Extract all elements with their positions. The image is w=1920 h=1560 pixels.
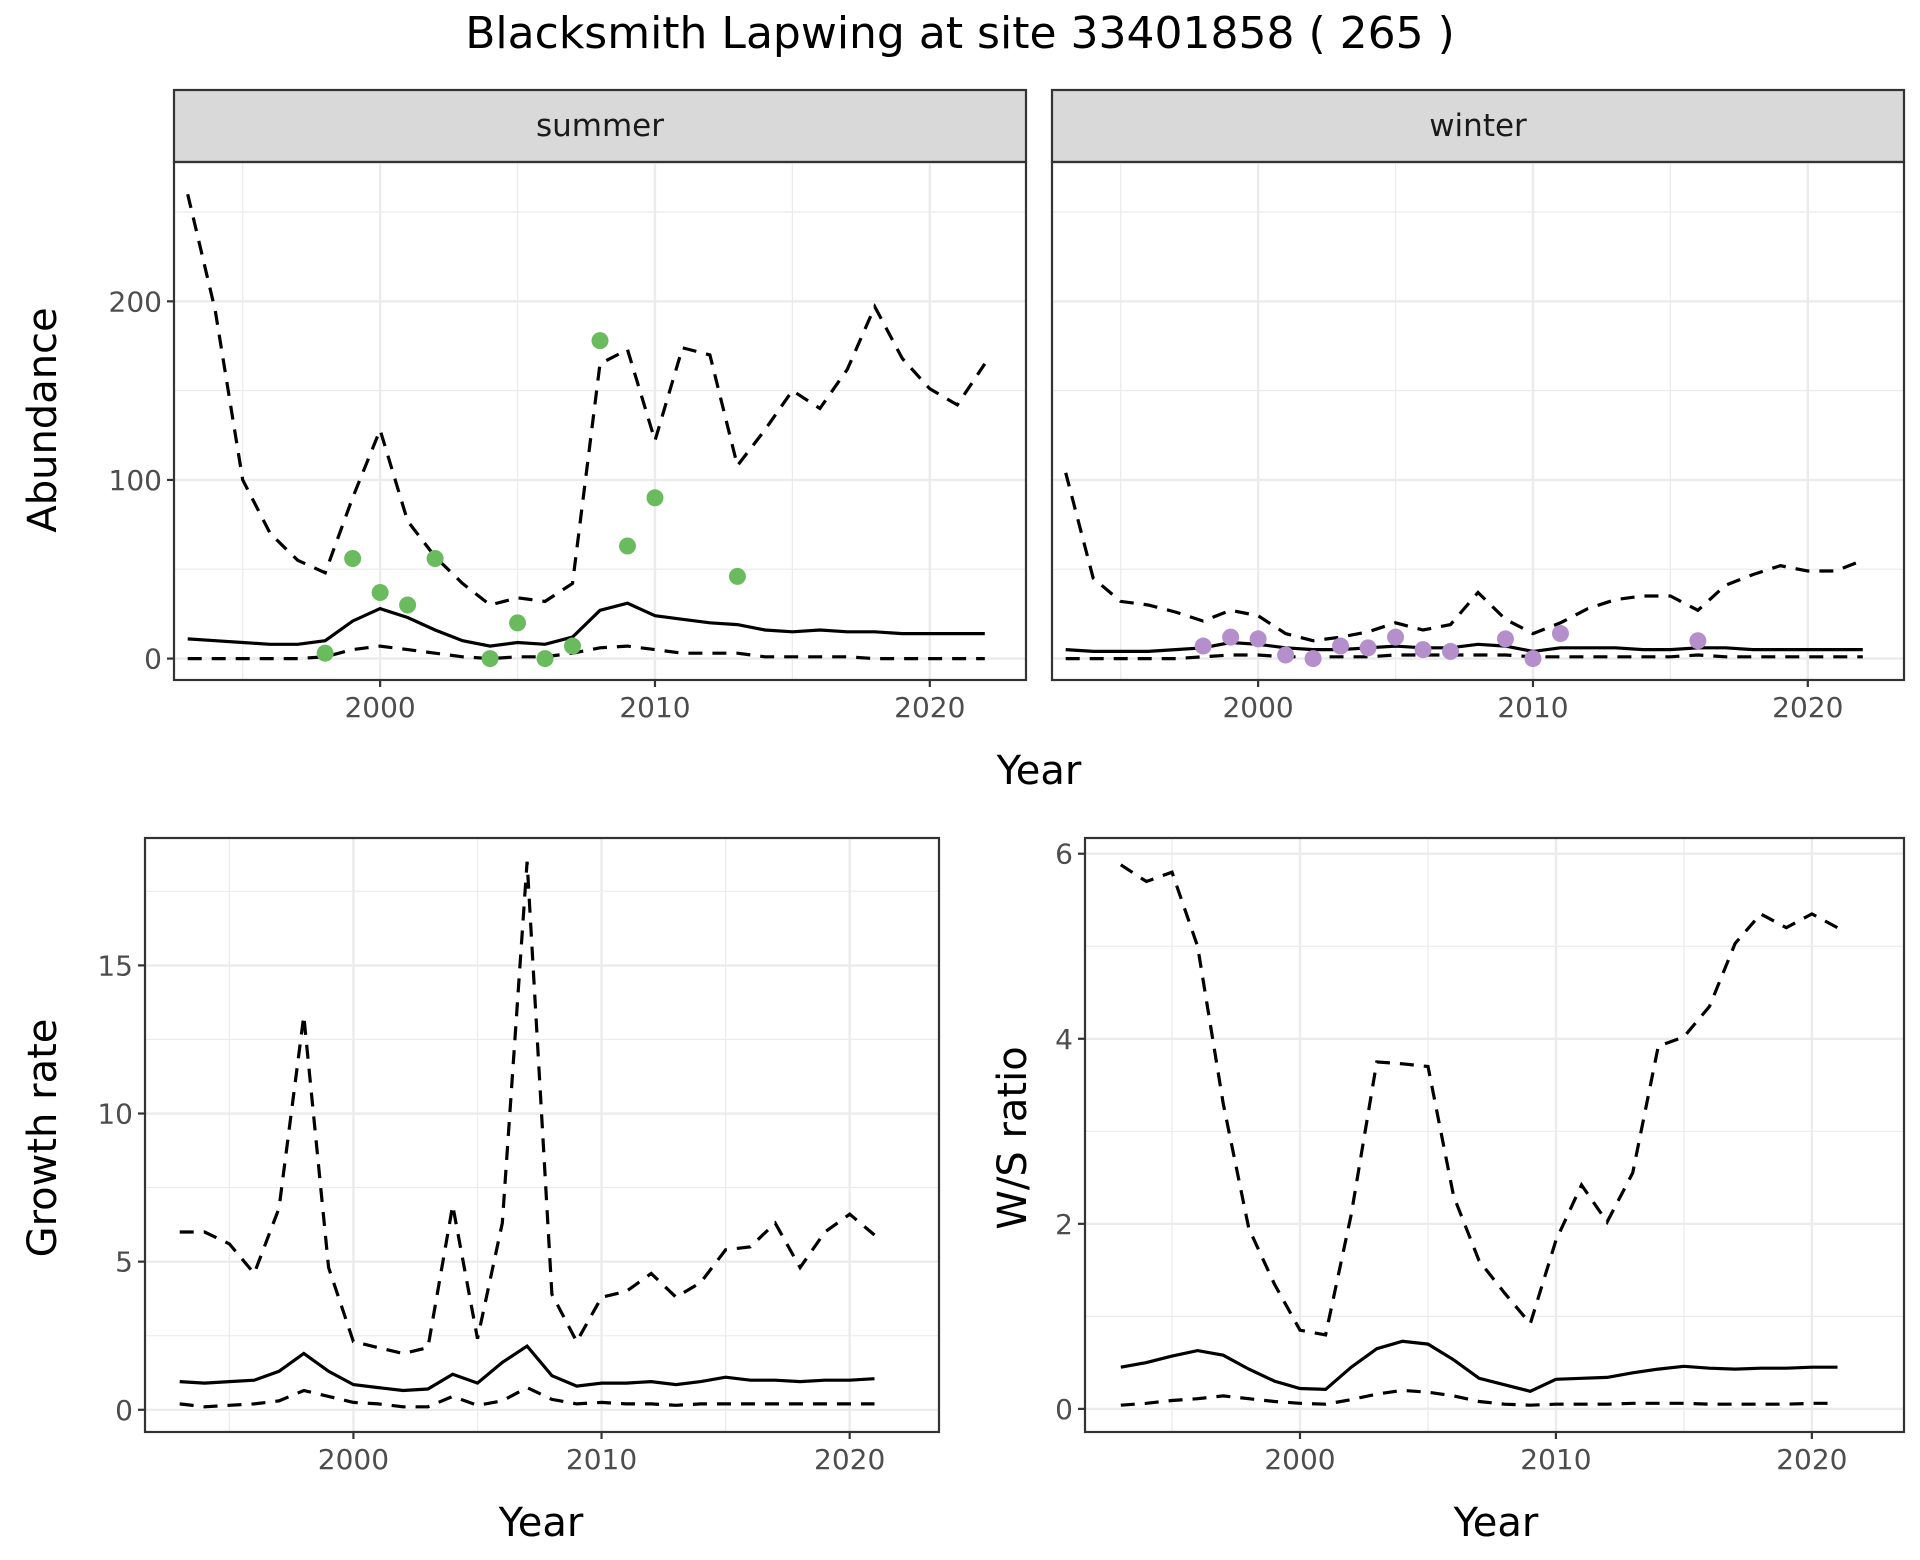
strip-label-winter: winter	[1429, 108, 1527, 144]
observation-point	[509, 614, 527, 632]
panel-border	[1083, 836, 1906, 1434]
observation-point	[591, 332, 609, 350]
lower-bound-line	[179, 1385, 875, 1409]
panel-border	[172, 160, 1028, 682]
panel-border	[143, 836, 941, 1434]
ws-ratio-panel: 2000 2010 2020 0 2 4 6	[1055, 836, 1906, 1476]
upper-bound-line	[186, 193, 987, 607]
observation-point	[399, 596, 417, 614]
winter-abundance-panel: winter 2000 2010 2020	[1050, 88, 1906, 724]
observation-point	[344, 550, 362, 568]
observation-point	[481, 650, 499, 668]
observation-point	[1359, 639, 1377, 657]
y-tick-label: 15	[97, 949, 133, 982]
observation-point	[1249, 630, 1267, 648]
upper-bound-line	[1064, 472, 1864, 643]
x-axis-title-growth: Year	[498, 1500, 584, 1546]
x-axis-title-top: Year	[996, 748, 1082, 794]
y-tick-label: 0	[1055, 1393, 1073, 1426]
x-tick-label: 2000	[1222, 691, 1293, 724]
y-tick-label: 0	[144, 643, 162, 676]
observation-point	[1387, 628, 1405, 646]
observation-point	[1194, 637, 1212, 655]
y-tick-label: 10	[97, 1098, 133, 1131]
y-tick-label: 4	[1055, 1023, 1073, 1056]
x-tick-label: 2010	[619, 691, 690, 724]
y-tick-label: 5	[115, 1246, 133, 1279]
strip-winter	[1050, 88, 1906, 164]
upper-bound-line	[179, 861, 876, 1356]
observation-point	[1414, 641, 1432, 659]
strip-summer	[172, 88, 1028, 164]
lower-bound-line	[187, 644, 985, 661]
y-tick-label: 2	[1055, 1208, 1073, 1241]
observation-point	[1524, 650, 1542, 668]
y-tick-label: 0	[115, 1394, 133, 1427]
x-tick-label: 2020	[814, 1443, 885, 1476]
observation-point	[426, 550, 444, 568]
observation-point	[371, 583, 389, 601]
y-tick-label: 200	[109, 285, 162, 318]
y-axis-title-abundance: Abundance	[20, 307, 66, 532]
observation-point	[1277, 646, 1295, 664]
mean-line	[1065, 640, 1863, 654]
x-axis-title-ws: Year	[1453, 1500, 1539, 1546]
observation-point	[1551, 625, 1569, 643]
lower-bound-line	[1065, 653, 1863, 661]
x-tick-label: 2010	[566, 1443, 637, 1476]
x-tick-label: 2000	[318, 1443, 389, 1476]
y-axis-title-ws: W/S ratio	[990, 1046, 1036, 1229]
observation-point	[564, 637, 582, 655]
growth-rate-panel: 2000 2010 2020 0 5 10 15	[97, 836, 941, 1476]
observation-point	[1689, 632, 1707, 650]
observation-point	[728, 567, 746, 585]
y-tick-label: 100	[109, 464, 162, 497]
mean-line	[179, 1343, 875, 1393]
x-tick-label: 2000	[344, 691, 415, 724]
observation-point	[536, 650, 554, 668]
y-tick-label: 6	[1055, 838, 1073, 871]
observation-point	[1222, 628, 1240, 646]
panel-border	[1050, 160, 1906, 682]
x-tick-label: 2000	[1264, 1443, 1335, 1476]
upper-bound-line	[1119, 863, 1839, 1337]
lower-bound-line	[1120, 1388, 1838, 1407]
x-tick-label: 2010	[1497, 691, 1568, 724]
strip-label-summer: summer	[536, 108, 664, 144]
y-axis-title-growth: Growth rate	[20, 1019, 66, 1258]
observation-point	[316, 644, 334, 662]
mean-line	[187, 601, 985, 648]
x-tick-label: 2020	[1772, 691, 1843, 724]
x-tick-label: 2010	[1520, 1443, 1591, 1476]
observation-point	[618, 537, 636, 555]
observation-point	[1442, 642, 1460, 660]
observation-point	[1304, 650, 1322, 668]
x-tick-label: 2020	[1776, 1443, 1847, 1476]
observation-point	[1332, 637, 1350, 655]
observation-point	[1496, 630, 1514, 648]
mean-line	[1120, 1339, 1838, 1393]
observation-point	[646, 489, 664, 507]
chart-title: Blacksmith Lapwing at site 33401858 ( 26…	[465, 8, 1454, 59]
summer-abundance-panel: summer 2000 2010 2020 0 100 200	[109, 88, 1028, 724]
x-tick-label: 2020	[894, 691, 965, 724]
